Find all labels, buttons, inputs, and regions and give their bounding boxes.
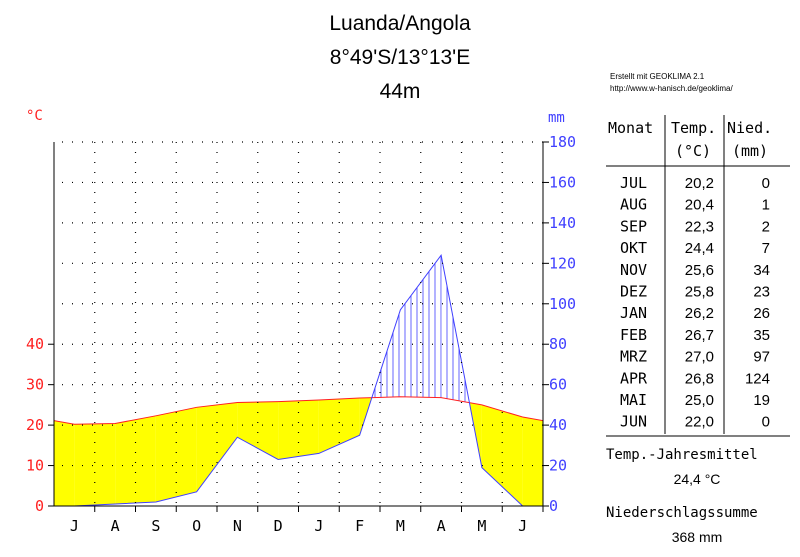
data-table: Monat Temp. Nied. (°C) (mm) JUL 20,2 0 AUG 20,4 1 S… xyxy=(606,115,790,437)
table-temp-cell: 25,0 xyxy=(685,392,714,409)
table-precip-cell: 19 xyxy=(753,392,770,409)
arid-area xyxy=(196,402,238,492)
plot-area xyxy=(54,254,543,506)
month-label: M xyxy=(396,517,405,535)
table-precip-cell: 7 xyxy=(762,240,770,257)
table-month-cell: SEP xyxy=(620,217,647,235)
credit-url: http://www.w-hanisch.de/geoklima/ xyxy=(610,84,733,93)
table-precip-cell: 124 xyxy=(745,370,770,387)
humid-area xyxy=(400,255,442,398)
table-header-temp-unit: (°C) xyxy=(675,142,711,160)
arid-area xyxy=(318,398,360,454)
table-precip-cell: 97 xyxy=(753,349,770,366)
precip-tick-label: 180 xyxy=(549,133,576,151)
table-header-month: Monat xyxy=(608,119,653,137)
table-month-cell: NOV xyxy=(620,261,647,279)
arid-area xyxy=(522,417,543,506)
precip-tick-label: 20 xyxy=(549,457,567,475)
precipitation-unit-label: mm xyxy=(548,110,565,126)
table-precip-cell: 0 xyxy=(762,175,770,192)
table-temp-cell: 26,2 xyxy=(685,305,714,322)
table-precip-cell: 2 xyxy=(762,218,770,235)
month-label: D xyxy=(274,517,283,535)
table-precip-cell: 0 xyxy=(762,414,770,431)
month-label: A xyxy=(111,517,120,535)
month-label: O xyxy=(192,517,201,535)
table-month-cell: MRZ xyxy=(620,348,647,366)
month-label: A xyxy=(437,517,446,535)
table-precip-cell: 35 xyxy=(753,327,770,344)
precip-tick-label: 0 xyxy=(549,497,558,515)
table-header-precip-unit: (mm) xyxy=(732,142,768,160)
chart-title-coordinates: 8°49'S/13°13'E xyxy=(329,46,471,69)
table-month-cell: MAI xyxy=(620,391,647,409)
table-precip-cell: 34 xyxy=(753,262,770,279)
table-header-temp: Temp. xyxy=(671,119,716,137)
month-label: S xyxy=(151,517,160,535)
table-month-cell: OKT xyxy=(620,239,647,257)
table-temp-cell: 24,4 xyxy=(685,240,714,257)
table-temp-cell: 25,6 xyxy=(685,262,714,279)
arid-area xyxy=(155,407,197,502)
precip-tick-label: 80 xyxy=(549,335,567,353)
month-label: N xyxy=(233,517,242,535)
table-month-cell: FEB xyxy=(620,326,647,344)
precip-sum-label: Niederschlagssumme xyxy=(606,505,758,521)
temp-tick-label: 0 xyxy=(35,497,44,515)
arid-area xyxy=(74,423,116,506)
temperature-unit-label: °C xyxy=(26,108,43,124)
table-temp-cell: 27,0 xyxy=(685,349,714,366)
table-temp-cell: 20,4 xyxy=(685,197,714,214)
month-label: J xyxy=(70,517,79,535)
table-month-cell: AUG xyxy=(620,196,647,214)
table-temp-cell: 20,2 xyxy=(685,175,714,192)
precip-tick-label: 40 xyxy=(549,416,567,434)
table-temp-cell: 25,8 xyxy=(685,284,714,301)
temp-mean-label: Temp.-Jahresmittel xyxy=(606,447,758,463)
table-month-cell: DEZ xyxy=(620,283,647,301)
precip-tick-label: 140 xyxy=(549,214,576,232)
chart-title-location: Luanda/Angola xyxy=(329,12,471,35)
arid-area xyxy=(115,415,156,504)
temp-mean-value: 24,4 °C xyxy=(673,471,721,487)
month-label: M xyxy=(477,517,486,535)
credit-software: Erstellt mit GEOKLIMA 2.1 xyxy=(610,72,705,81)
table-header-precip: Nied. xyxy=(727,119,772,137)
temperature-line xyxy=(54,396,543,425)
precip-tick-label: 160 xyxy=(549,173,576,191)
temp-tick-label: 30 xyxy=(26,376,44,394)
temp-tick-label: 40 xyxy=(26,335,44,353)
table-month-cell: JUL xyxy=(620,174,647,192)
arid-area xyxy=(237,401,279,460)
arid-area xyxy=(54,420,75,506)
table-temp-cell: 26,8 xyxy=(685,370,714,387)
precip-tick-label: 120 xyxy=(549,254,576,272)
table-month-cell: APR xyxy=(620,369,648,387)
month-label: J xyxy=(314,517,323,535)
table-month-cell: JUN xyxy=(620,413,647,431)
arid-area xyxy=(481,404,523,506)
table-precip-cell: 1 xyxy=(762,197,770,214)
precip-tick-label: 100 xyxy=(549,295,576,313)
table-precip-cell: 26 xyxy=(753,305,770,322)
table-precip-cell: 23 xyxy=(753,284,770,301)
arid-area xyxy=(278,400,319,460)
table-month-cell: JAN xyxy=(620,304,647,322)
chart-title-elevation: 44m xyxy=(379,80,421,103)
precip-sum-value: 368 mm xyxy=(671,529,723,545)
table-temp-cell: 22,0 xyxy=(685,414,714,431)
table-temp-cell: 26,7 xyxy=(685,327,714,344)
precipitation-line xyxy=(54,254,543,506)
temp-tick-label: 20 xyxy=(26,416,44,434)
table-temp-cell: 22,3 xyxy=(685,218,714,235)
precip-tick-label: 60 xyxy=(549,376,567,394)
month-label: F xyxy=(355,517,364,535)
month-label: J xyxy=(518,517,527,535)
temp-tick-label: 10 xyxy=(26,457,44,475)
